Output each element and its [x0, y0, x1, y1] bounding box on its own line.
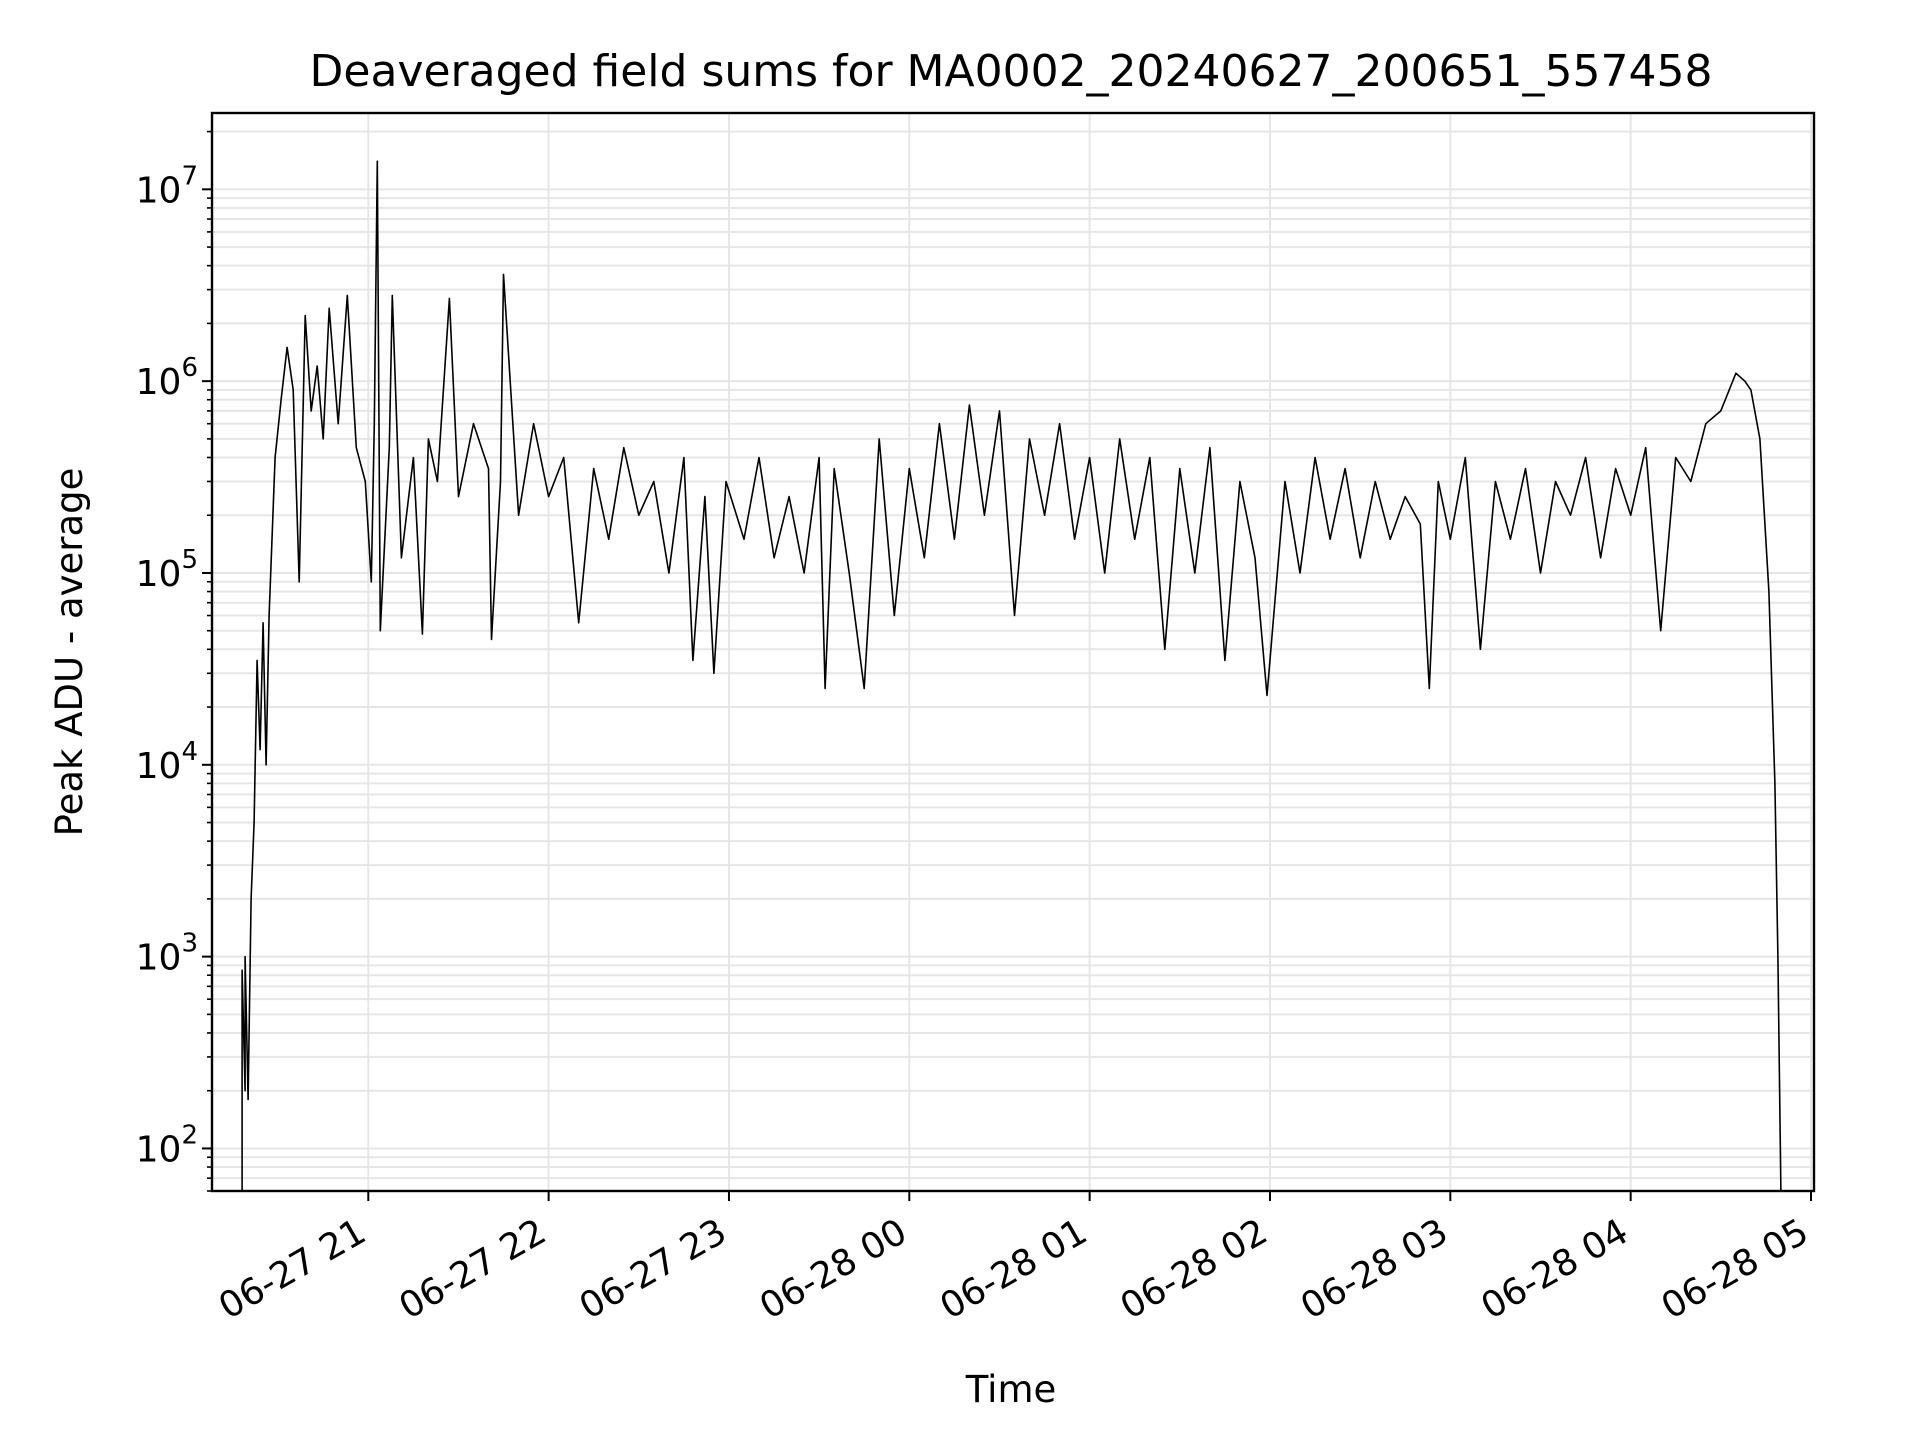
grid-minor: [212, 130, 1814, 1192]
plot-frame: [210, 111, 1816, 1193]
y-tick-label: 105: [136, 545, 198, 595]
grid-major: [212, 113, 1814, 1191]
y-axis-label: Peak ADU - average: [48, 468, 91, 837]
series-line: [241, 160, 1782, 1192]
x-axis-label: Time: [965, 1368, 1057, 1411]
chart-title: Deaveraged field sums for MA0002_2024062…: [310, 46, 1713, 97]
series-layer: [241, 160, 1782, 1192]
